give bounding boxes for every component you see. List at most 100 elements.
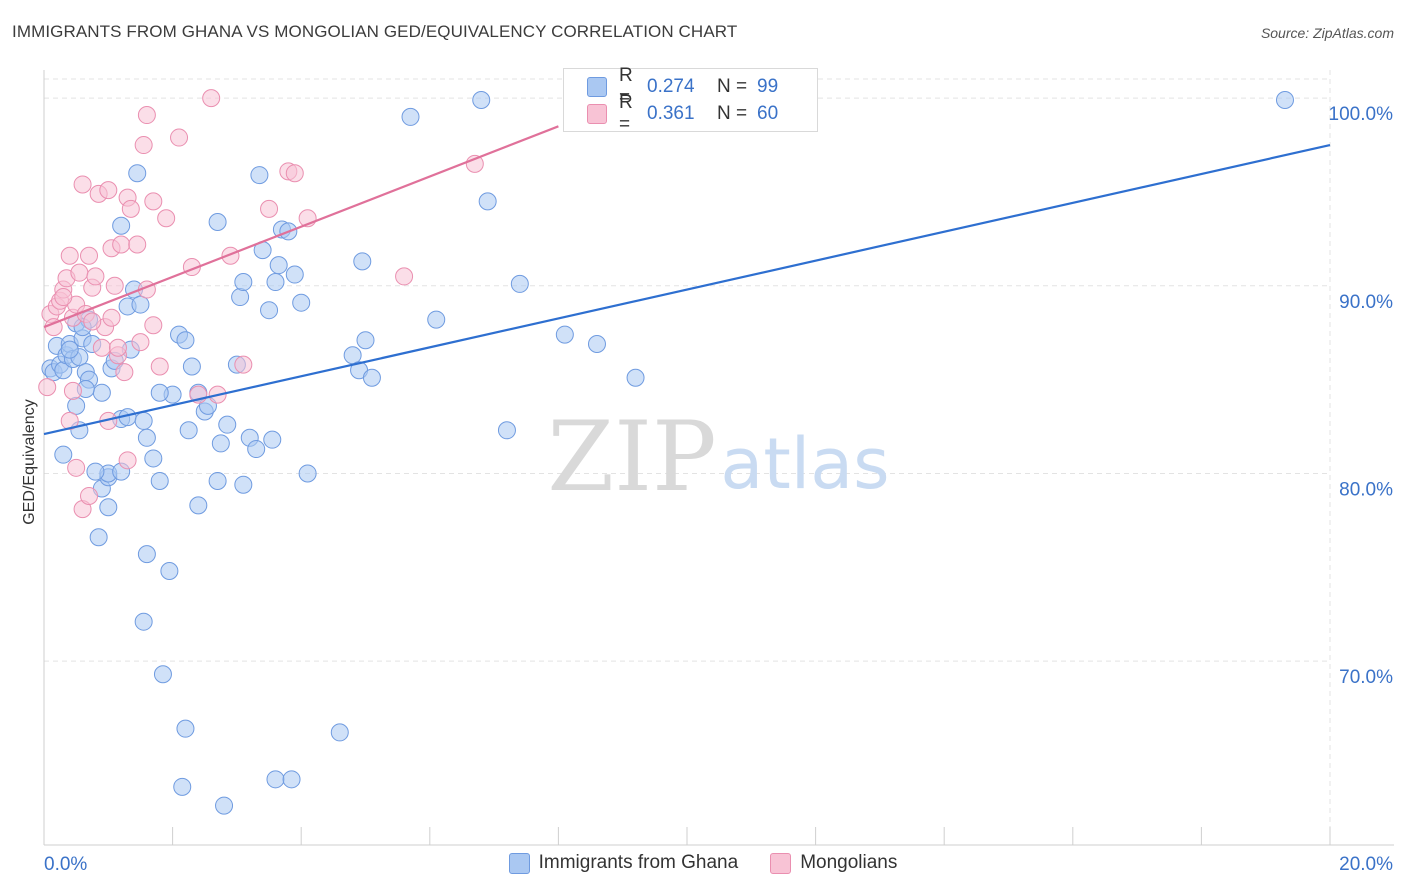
- legend-swatch-ghana: [587, 77, 607, 97]
- ghana-point: [153, 665, 172, 684]
- ghana-point: [89, 528, 108, 547]
- mongolian-point: [112, 235, 131, 254]
- ghana-point: [211, 434, 230, 453]
- legend-r-value: 0.274: [647, 76, 695, 97]
- legend-r-label: R =: [619, 92, 633, 135]
- legend-n-value: 60: [757, 103, 779, 124]
- mongolian-point: [202, 89, 221, 108]
- ghana-point: [260, 301, 279, 320]
- ghana-point: [1275, 91, 1294, 110]
- mongolian-point: [80, 246, 99, 265]
- ghana-point: [134, 411, 153, 430]
- legend-item-ghana[interactable]: Immigrants from Ghana: [508, 852, 739, 874]
- mongolian-point: [92, 338, 111, 357]
- series-legend: Immigrants from Ghana Mongolians: [0, 852, 1406, 874]
- legend-item-mongolian[interactable]: Mongolians: [770, 852, 897, 874]
- ghana-point: [472, 91, 491, 110]
- watermark-atlas: atlas: [720, 423, 889, 505]
- mongolian-point: [144, 316, 163, 335]
- mongolian-point: [63, 381, 82, 400]
- ghana-point: [150, 383, 169, 402]
- y-tick-labels: 70.0% 80.0% 90.0% 100.0%: [1329, 104, 1394, 688]
- ghana-point: [263, 430, 282, 449]
- mongolian-point: [105, 276, 124, 295]
- mongolian-point: [285, 164, 304, 183]
- legend-n-label: N =: [717, 76, 748, 97]
- mongolian-point: [128, 235, 147, 254]
- ghana-point: [144, 449, 163, 468]
- mongolian-point: [54, 288, 73, 307]
- trend-lines: [43, 125, 1331, 436]
- mongolian-point: [73, 175, 92, 194]
- mongolian-point: [83, 312, 102, 331]
- legend-r-value: 0.361: [647, 103, 695, 124]
- correlation-legend: R = 0.274 N = 99 R = 0.361 N = 60: [563, 65, 818, 135]
- mongolian-point: [234, 355, 253, 374]
- ghana-point: [356, 331, 375, 350]
- ghana-point: [208, 471, 227, 490]
- legend-row-mongolian: R = 0.361 N = 60: [587, 92, 779, 135]
- ghana-point: [99, 498, 118, 517]
- ghana-point: [626, 368, 645, 387]
- mongolian-point: [115, 363, 134, 382]
- mongolian-point: [60, 411, 79, 430]
- mongolian-trend-line: [43, 125, 559, 329]
- ghana-point: [292, 293, 311, 312]
- ghana-point: [587, 334, 606, 353]
- ghana-point: [160, 562, 179, 581]
- legend-label-ghana: Immigrants from Ghana: [538, 852, 739, 873]
- ghana-point: [189, 496, 208, 515]
- x-tick-labels: 0.0% 20.0%: [44, 854, 1393, 875]
- mongolian-point: [260, 199, 279, 218]
- y-tick-label: 70.0%: [1339, 667, 1393, 688]
- ghana-point: [218, 415, 237, 434]
- ghana-point: [266, 273, 285, 292]
- ghana-point: [86, 462, 105, 481]
- ghana-point: [269, 256, 288, 275]
- ghana-point: [234, 475, 253, 494]
- mongolian-point: [137, 106, 156, 125]
- ghana-point: [208, 212, 227, 231]
- axes: [43, 70, 1394, 846]
- mongolian-point: [121, 199, 140, 218]
- ghana-point: [330, 723, 349, 742]
- legend-n-value: 99: [757, 76, 779, 97]
- ghana-point: [179, 421, 198, 440]
- ghana-point: [231, 288, 250, 307]
- mongolian-point: [99, 181, 118, 200]
- mongolian-point: [86, 267, 105, 286]
- ghana-point: [128, 164, 147, 183]
- ghana-point: [112, 216, 131, 235]
- mongolian-point: [170, 128, 189, 147]
- x-tick-label: 20.0%: [1339, 854, 1393, 875]
- ghana-point: [176, 719, 195, 738]
- ghana-point: [285, 265, 304, 284]
- y-axis-label: GED/Equivalency: [21, 399, 38, 525]
- y-tick-label: 80.0%: [1339, 479, 1393, 500]
- legend-r-label: R =: [619, 65, 633, 108]
- mongolian-point: [118, 451, 137, 470]
- mongolian-point: [67, 458, 86, 477]
- mongolian-point: [157, 209, 176, 228]
- watermark-zip: ZIP: [547, 401, 716, 513]
- ghana-point: [343, 346, 362, 365]
- mongolian-point: [80, 486, 99, 505]
- ghana-point: [182, 357, 201, 376]
- ghana-point: [401, 107, 420, 126]
- source-label: Source: ZipAtlas.com: [1260, 25, 1394, 41]
- legend-swatch-ghana: [508, 852, 530, 874]
- mongolian-point: [150, 357, 169, 376]
- ghana-point: [137, 545, 156, 564]
- ghana-point: [137, 428, 156, 447]
- legend-swatch-mongolian: [770, 852, 792, 874]
- mongolian-point: [395, 267, 414, 286]
- ghana-point: [555, 325, 574, 344]
- ghana-point: [478, 192, 497, 211]
- ghana-point: [282, 770, 301, 789]
- y-tick-label: 90.0%: [1339, 292, 1393, 313]
- ghana-point: [510, 274, 529, 293]
- series-ghana-points: [41, 91, 1294, 815]
- legend-label-mongolian: Mongolians: [800, 852, 898, 873]
- ghana-point: [427, 310, 446, 329]
- ghana-point: [234, 273, 253, 292]
